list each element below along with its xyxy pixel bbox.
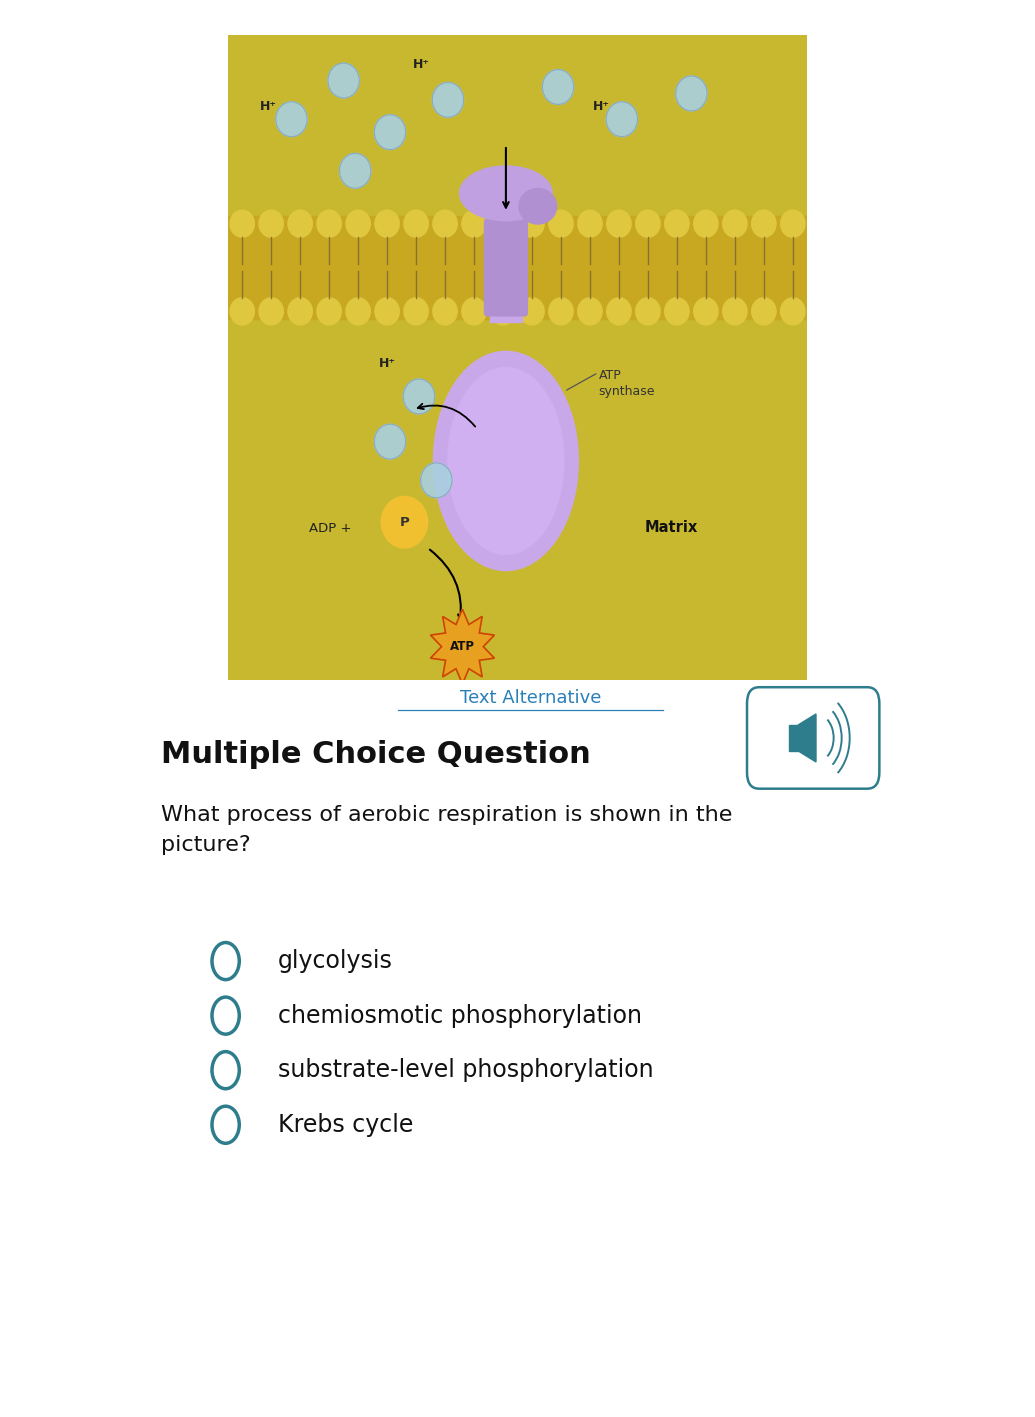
Circle shape	[317, 298, 342, 324]
Circle shape	[751, 298, 776, 324]
Polygon shape	[798, 714, 816, 762]
Circle shape	[780, 210, 805, 237]
Circle shape	[381, 496, 427, 548]
Text: H⁺: H⁺	[260, 99, 276, 112]
Circle shape	[722, 298, 747, 324]
Circle shape	[635, 210, 660, 237]
Circle shape	[259, 298, 284, 324]
Text: ATP: ATP	[450, 640, 475, 653]
Circle shape	[549, 210, 573, 237]
Bar	[228, 215, 807, 319]
Circle shape	[751, 210, 776, 237]
Circle shape	[375, 424, 406, 459]
Text: glycolysis: glycolysis	[277, 949, 392, 973]
Circle shape	[693, 210, 718, 237]
Circle shape	[212, 998, 239, 1034]
Circle shape	[259, 210, 284, 237]
Circle shape	[433, 298, 457, 324]
Circle shape	[549, 298, 573, 324]
Text: What process of aerobic respiration is shown in the
picture?: What process of aerobic respiration is s…	[161, 805, 733, 854]
Circle shape	[375, 210, 400, 237]
Text: Text Alternative: Text Alternative	[460, 689, 601, 707]
Circle shape	[288, 298, 313, 324]
Circle shape	[722, 210, 747, 237]
Circle shape	[404, 380, 435, 414]
Circle shape	[275, 102, 307, 136]
Circle shape	[462, 210, 486, 237]
Circle shape	[317, 210, 342, 237]
Circle shape	[462, 298, 486, 324]
Circle shape	[346, 298, 371, 324]
Circle shape	[433, 82, 464, 118]
Text: ◁⧖: ◁⧖	[803, 730, 824, 745]
Circle shape	[520, 298, 544, 324]
Circle shape	[676, 77, 707, 111]
Ellipse shape	[460, 166, 553, 221]
Circle shape	[404, 298, 428, 324]
Text: H⁺: H⁺	[593, 99, 610, 112]
Text: H⁺: H⁺	[379, 357, 395, 370]
Text: Multiple Choice Question: Multiple Choice Question	[161, 740, 591, 768]
Ellipse shape	[519, 188, 557, 224]
Bar	[490, 283, 522, 322]
Circle shape	[542, 69, 573, 105]
Text: chemiosmotic phosphorylation: chemiosmotic phosphorylation	[277, 1003, 642, 1027]
Circle shape	[433, 210, 457, 237]
Circle shape	[491, 298, 515, 324]
FancyBboxPatch shape	[747, 687, 880, 789]
Circle shape	[607, 210, 631, 237]
Circle shape	[230, 298, 255, 324]
Circle shape	[578, 210, 602, 237]
Circle shape	[491, 210, 515, 237]
Circle shape	[693, 298, 718, 324]
Polygon shape	[431, 609, 495, 684]
Text: ATP
synthase: ATP synthase	[598, 368, 655, 398]
Circle shape	[664, 298, 689, 324]
Circle shape	[607, 298, 631, 324]
Circle shape	[346, 210, 371, 237]
Circle shape	[212, 1051, 239, 1088]
FancyBboxPatch shape	[484, 220, 528, 316]
Circle shape	[375, 115, 406, 150]
Ellipse shape	[434, 351, 579, 571]
Circle shape	[212, 942, 239, 979]
Circle shape	[339, 153, 371, 188]
Circle shape	[212, 1107, 239, 1144]
Circle shape	[635, 298, 660, 324]
Circle shape	[404, 210, 428, 237]
Text: P: P	[400, 516, 410, 529]
Circle shape	[780, 298, 805, 324]
Circle shape	[578, 298, 602, 324]
Bar	[789, 726, 798, 751]
Text: H⁺: H⁺	[413, 58, 431, 71]
Circle shape	[607, 102, 638, 136]
Circle shape	[328, 64, 359, 98]
Text: Matrix: Matrix	[645, 520, 699, 534]
Ellipse shape	[448, 367, 564, 554]
Circle shape	[288, 210, 313, 237]
Circle shape	[375, 298, 400, 324]
Circle shape	[664, 210, 689, 237]
Circle shape	[230, 210, 255, 237]
Circle shape	[420, 463, 452, 497]
Text: substrate-level phosphorylation: substrate-level phosphorylation	[277, 1058, 653, 1083]
Text: Krebs cycle: Krebs cycle	[277, 1112, 413, 1136]
Circle shape	[520, 210, 544, 237]
Text: ADP +: ADP +	[308, 521, 356, 534]
